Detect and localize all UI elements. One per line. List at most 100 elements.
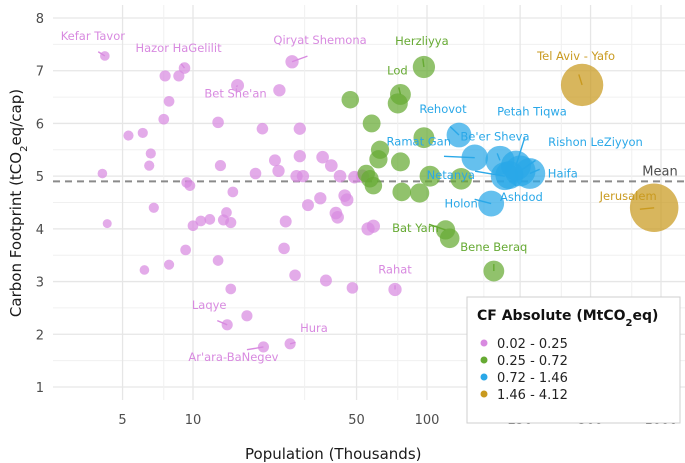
- point-label: Rehovot: [419, 102, 467, 116]
- data-point: [273, 84, 286, 97]
- data-point: [341, 90, 360, 109]
- point-label: Netanya: [427, 168, 475, 182]
- point-label: Qiryat Shemona: [273, 33, 366, 47]
- data-point: [439, 228, 460, 249]
- data-point: [145, 148, 156, 159]
- data-point: [241, 310, 253, 322]
- y-tick-label: 1: [36, 381, 44, 396]
- point-label: Herzliyya: [395, 34, 449, 48]
- data-point: [279, 215, 292, 228]
- x-tick-label: 100: [415, 413, 440, 428]
- data-point: [159, 70, 171, 82]
- label-leader-line: [529, 168, 540, 175]
- data-point: [369, 150, 388, 169]
- x-tick-label: 5: [118, 413, 126, 428]
- label-leader-line: [422, 58, 425, 68]
- legend-label: 0.72 - 1.46: [497, 371, 568, 386]
- data-point: [314, 192, 327, 205]
- label-leader-line: [97, 51, 106, 57]
- y-tick-label: 5: [36, 170, 44, 185]
- data-point: [419, 165, 441, 187]
- point-label: Jerusalem: [599, 189, 657, 203]
- data-point: [268, 154, 281, 167]
- data-point: [227, 186, 239, 198]
- x-tick-label: 50: [348, 413, 365, 428]
- legend-label: 0.25 - 0.72: [497, 354, 568, 369]
- label-leader-line: [508, 174, 517, 187]
- point-label: Hura: [300, 321, 328, 335]
- point-label: Ar'ara-BaNegev: [188, 350, 278, 364]
- point-label: Lod: [387, 63, 408, 77]
- data-point: [302, 199, 314, 212]
- mean-label: Mean: [642, 164, 677, 179]
- label-leader-line: [496, 153, 501, 161]
- legend: CF Absolute (MtCO2eq) 0.02 - 0.25 0.25 - …: [466, 296, 681, 424]
- data-point: [362, 114, 381, 133]
- legend-entries: 0.02 - 0.25 0.25 - 0.72 0.72 - 1.46 1.46 - …: [480, 337, 568, 403]
- data-point: [221, 207, 232, 218]
- point-labels: Kefar Tavor Hazor HaGelilit Qiryat Shemona…: [61, 29, 657, 364]
- data-point: [195, 215, 207, 227]
- y-tick-label: 8: [36, 12, 44, 27]
- data-point: [144, 160, 155, 171]
- label-leader-line: [180, 63, 186, 69]
- y-axis-title: Carbon Footprint (tCO2eq/cap): [7, 89, 30, 317]
- point-label: Laqye: [192, 298, 227, 312]
- legend-label: 0.02 - 0.25: [497, 337, 568, 352]
- data-point: [289, 269, 301, 282]
- y-tick-labels: 1 2 3 4 5 6 7 8: [36, 12, 44, 396]
- x-tick-label: 10: [185, 413, 202, 428]
- x-axis-title: Population (Thousands): [245, 445, 421, 463]
- legend-swatch: [480, 390, 488, 398]
- point-bet-she-an: [231, 78, 245, 92]
- label-leader-line: [291, 55, 308, 63]
- data-point: [163, 95, 175, 107]
- data-point: [293, 122, 306, 135]
- label-leader-line: [289, 341, 296, 345]
- data-point: [450, 167, 472, 190]
- data-point: [256, 122, 269, 135]
- data-point: [163, 259, 175, 270]
- y-tick-label: 2: [36, 328, 44, 343]
- label-leader-line: [639, 207, 655, 210]
- data-point: [214, 160, 227, 172]
- data-point: [187, 220, 199, 232]
- point-label: Haifa: [548, 167, 578, 181]
- point-label: Petah Tiqwa: [497, 105, 567, 119]
- data-point: [278, 242, 290, 255]
- data-point: [390, 152, 410, 172]
- data-point: [329, 206, 343, 220]
- point-label: Holon: [445, 197, 478, 211]
- label-leader-line: [474, 170, 505, 177]
- legend-title-pre: CF Absolute (MtCO: [477, 308, 626, 324]
- y-axis-title-sub: 2: [19, 146, 30, 152]
- data-point: [184, 180, 196, 191]
- point-label: Bene Beraq: [460, 240, 527, 254]
- data-point: [409, 183, 430, 203]
- data-point: [225, 283, 237, 295]
- point-label: Ramat Gan: [387, 135, 451, 149]
- data-point: [333, 169, 347, 183]
- y-axis-title-post: eq/cap): [7, 89, 25, 146]
- legend-title-sub: 2: [626, 318, 633, 329]
- points: [97, 51, 679, 353]
- point-label: Tel Aviv - Yafo: [536, 49, 615, 63]
- legend-swatch: [480, 373, 488, 381]
- data-point: [340, 193, 354, 207]
- label-leader-line: [519, 159, 536, 172]
- data-point: [366, 219, 381, 233]
- point-label: Ashdod: [500, 190, 543, 204]
- data-point: [204, 214, 216, 225]
- point-laqye: [221, 319, 233, 331]
- legend-label: 1.46 - 4.12: [497, 388, 568, 403]
- legend-title: CF Absolute (MtCO2eq): [477, 308, 658, 329]
- y-tick-label: 3: [36, 276, 44, 291]
- point-label: Bet She'an: [204, 86, 266, 100]
- point-label: Bat Yam: [392, 221, 439, 235]
- data-point: [392, 182, 412, 202]
- legend-title-post: eq): [633, 308, 659, 324]
- label-leader-line: [428, 223, 446, 231]
- data-point: [387, 93, 408, 114]
- data-point: [137, 127, 148, 139]
